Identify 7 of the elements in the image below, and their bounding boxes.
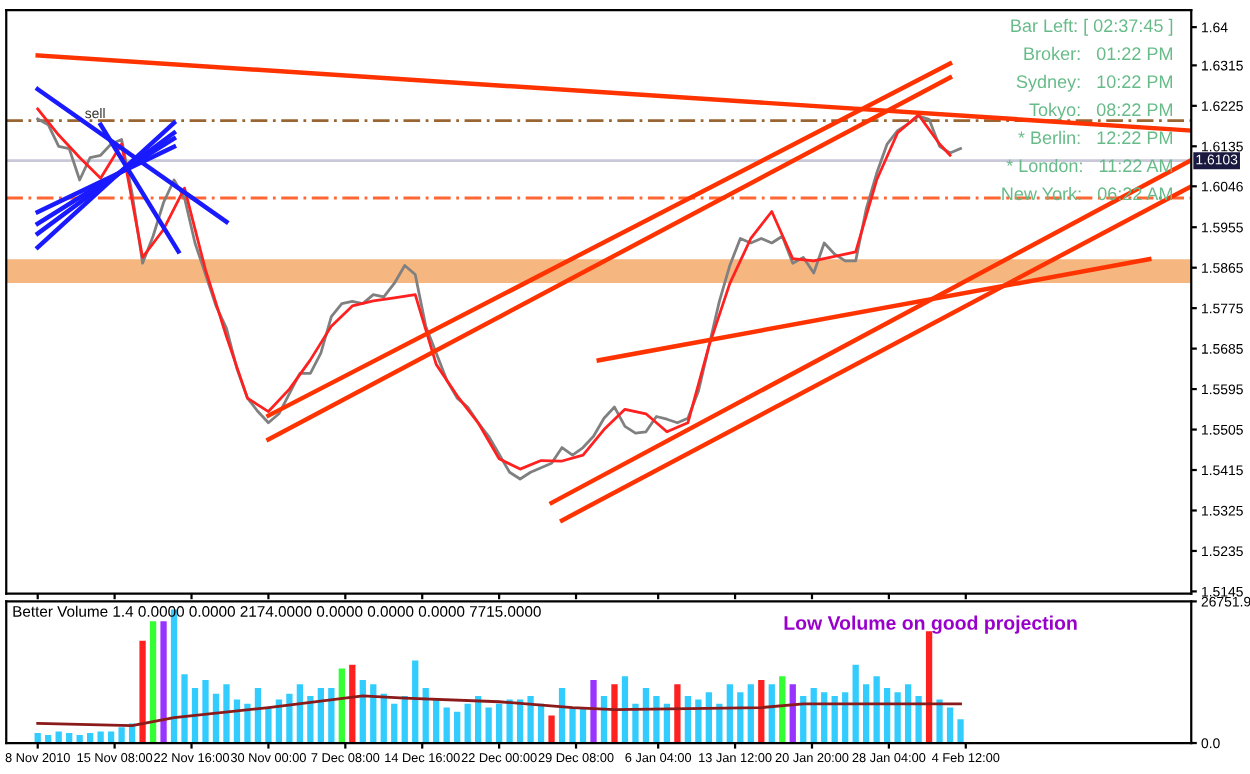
annotation: Tokyo: 08:22 PM <box>1029 102 1172 120</box>
annotation: Broker: 01:22 PM <box>1024 46 1172 61</box>
annotation: Bar Left: [ 02:37:45 ] <box>1011 18 1173 36</box>
annotation: Low Volume on good projection <box>784 615 1077 634</box>
annotation: * Berlin: 12:22 PM <box>1018 130 1172 145</box>
annotation: Sydney: 10:22 PM <box>1016 74 1172 92</box>
annotation: * London: 11:22 AM <box>1006 158 1173 173</box>
